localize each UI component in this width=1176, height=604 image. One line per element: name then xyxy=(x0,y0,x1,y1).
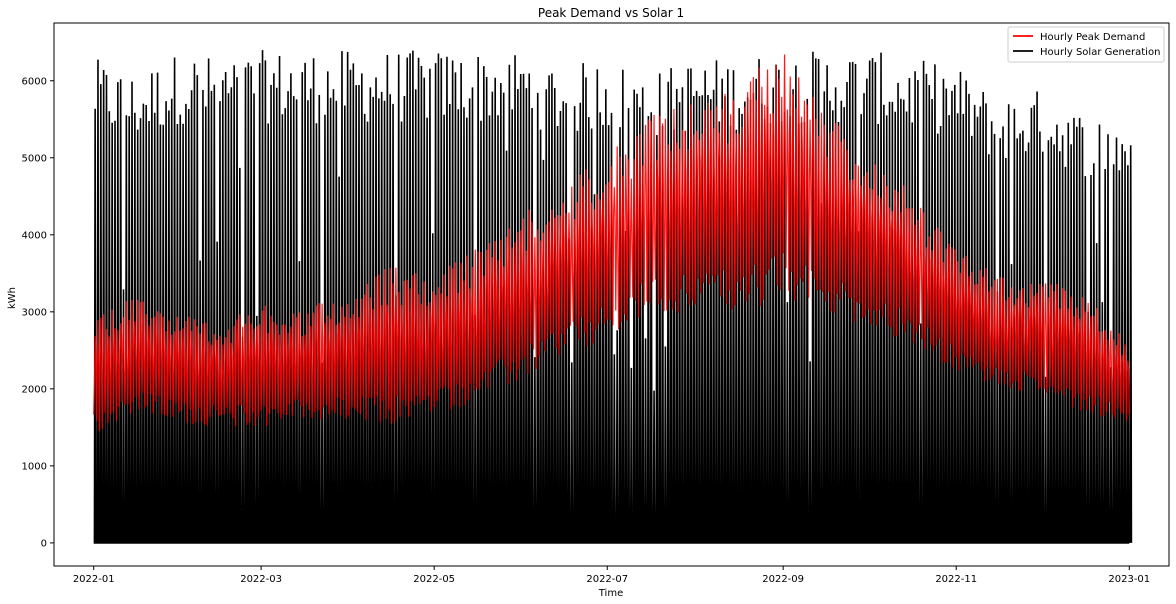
plot-area xyxy=(93,50,1133,544)
chart-title: Peak Demand vs Solar 1 xyxy=(538,6,684,20)
y-tick-label-5: 5000 xyxy=(22,153,47,164)
peak-demand-line xyxy=(93,54,1130,431)
y-tick-label-1: 1000 xyxy=(22,461,47,472)
legend-box xyxy=(1007,26,1165,63)
y-tick-label-2: 2000 xyxy=(22,384,47,395)
x-tick-label-5: 2022-11 xyxy=(935,574,977,585)
axes-frame xyxy=(53,22,1170,567)
x-tick-label-3: 2022-07 xyxy=(586,574,628,585)
y-tick-label-4: 4000 xyxy=(22,230,47,241)
y-tick-label-6: 6000 xyxy=(22,76,47,87)
series-hourly-peak-demand xyxy=(93,54,1130,431)
series-hourly-solar-generation xyxy=(93,50,1133,544)
y-axis-label: kWh xyxy=(7,287,18,309)
legend-label-hourly-peak-demand: Hourly Peak Demand xyxy=(1040,32,1145,43)
x-tick-label-2: 2022-05 xyxy=(413,574,455,585)
legend-label-hourly-solar-generation: Hourly Solar Generation xyxy=(1040,47,1160,58)
x-tick-label-0: 2022-01 xyxy=(73,574,115,585)
x-tick-label-4: 2022-09 xyxy=(762,574,804,585)
solar-generation-line xyxy=(93,50,1133,544)
x-axis: 2022-01 2022-03 2022-05 2022-07 2022-09 2022-… xyxy=(73,566,1150,585)
x-tick-label-1: 2022-03 xyxy=(240,574,282,585)
y-axis: 0 1000 2000 3000 4000 5000 6000 xyxy=(22,76,54,549)
legend: Hourly Peak Demand Hourly Solar Generati… xyxy=(1007,26,1165,63)
x-tick-label-6: 2023-01 xyxy=(1108,574,1150,585)
y-tick-label-3: 3000 xyxy=(22,307,47,318)
y-tick-label-0: 0 xyxy=(41,538,47,549)
x-axis-label: Time xyxy=(598,588,623,599)
